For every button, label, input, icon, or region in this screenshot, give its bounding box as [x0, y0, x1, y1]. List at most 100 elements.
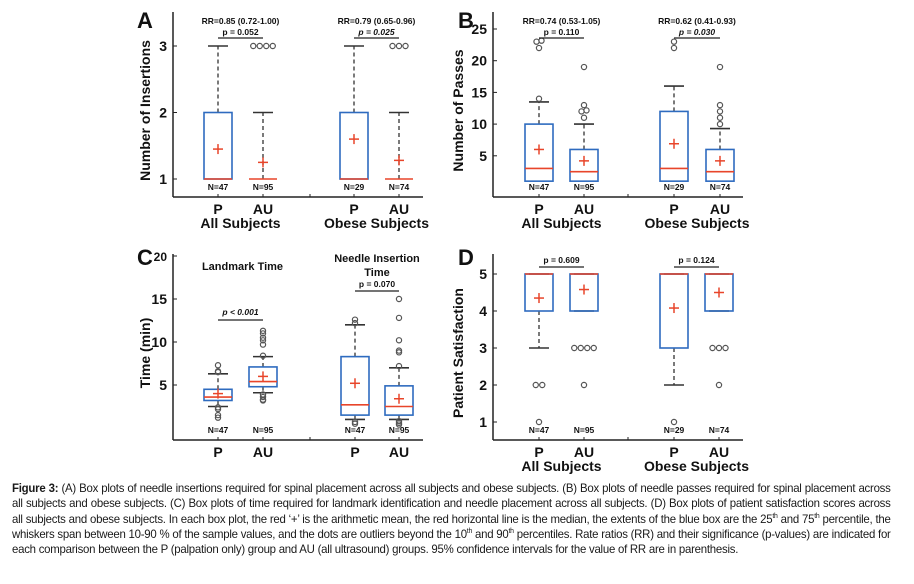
iqr-box — [659, 110, 689, 182]
outlier-point — [670, 44, 678, 52]
category-label: P — [213, 201, 222, 217]
outlier-point — [214, 404, 222, 411]
p-value-label: p = 0.052 — [222, 27, 258, 37]
caption-text-0: (A) Box plots of needle insertions requi… — [12, 482, 891, 526]
y-tick-label: 2 — [479, 377, 487, 393]
outlier-point — [214, 411, 222, 419]
outlier-point — [709, 344, 716, 352]
outlier-point — [590, 344, 597, 352]
outlier-point — [263, 42, 270, 50]
outlier-point — [716, 101, 724, 109]
iqr-box — [524, 123, 554, 182]
y-tick-label: 10 — [151, 334, 167, 350]
iqr-box — [339, 111, 369, 180]
caption-text-8: percentiles. Rate ratios (RR) and their … — [12, 527, 891, 557]
outlier-point — [580, 381, 588, 389]
outlier-point — [715, 381, 723, 389]
outlier-point — [538, 37, 545, 44]
sample-size-label: N=95 — [574, 182, 595, 192]
outlier-point — [716, 108, 724, 115]
panel-letter: C — [137, 245, 153, 270]
outlier-point — [539, 381, 546, 389]
y-tick-label: 10 — [471, 116, 487, 132]
rate-ratio-label: RR=0.79 (0.65-0.96) — [338, 16, 416, 26]
outlier-point — [584, 344, 591, 352]
outlier-point — [214, 414, 222, 421]
box-au-group2: N=95 AU — [384, 295, 414, 460]
outlier-point — [259, 393, 267, 401]
sample-size-label: N=29 — [664, 182, 685, 192]
p-value-label: p < 0.001 — [221, 307, 258, 317]
caption-text-4: percentile, the whiskers span between 10… — [12, 512, 891, 541]
outlier-point — [402, 42, 409, 50]
y-tick-label: 5 — [479, 266, 487, 282]
sample-size-label: N=74 — [389, 182, 410, 192]
outlier-point — [395, 417, 403, 425]
outlier-point — [583, 107, 590, 114]
box-p-group2: N=29 P — [659, 38, 689, 217]
outlier-point — [577, 344, 584, 352]
y-tick-label: 1 — [479, 414, 487, 430]
outlier-point — [395, 337, 403, 344]
outlier-point — [532, 381, 539, 389]
outlier-point — [395, 314, 403, 322]
box-au-group2: N=74 AU — [704, 273, 734, 460]
caption-label: Figure 3: — [12, 482, 59, 495]
box-p-group1: N=47 P — [203, 45, 233, 217]
box-au-group2: N=74 AU — [385, 42, 413, 217]
outlier-point — [351, 418, 359, 426]
rate-ratio-label: RR=0.74 (0.53-1.05) — [523, 16, 601, 26]
box-au-group2: N=74 AU — [705, 63, 735, 217]
box-au-group1: N=95 AU — [569, 63, 599, 217]
outlier-point — [259, 352, 267, 359]
group-label: Obese Subjects — [324, 215, 429, 231]
outlier-point — [256, 42, 263, 50]
y-tick-label: 15 — [471, 84, 487, 100]
category-label: AU — [574, 201, 594, 217]
subtitle: Landmark Time — [202, 261, 283, 273]
outlier-point — [269, 42, 276, 50]
iqr-box — [569, 148, 599, 182]
sample-size-label: N=95 — [389, 425, 410, 435]
panel-a: A 1 2 3 Number of Insertions N=47 P N=95 AU N=29 P… — [137, 8, 429, 231]
group-label: Obese Subjects — [644, 215, 749, 231]
y-tick-label: 2 — [159, 105, 167, 121]
y-axis-label: Number of Passes — [450, 49, 466, 171]
outlier-point — [535, 95, 543, 102]
caption-text-2: and 75 — [777, 512, 815, 526]
category-label: AU — [253, 444, 273, 460]
category-label: P — [669, 201, 678, 217]
outlier-point — [578, 108, 585, 115]
y-axis-label: Number of Insertions — [137, 40, 153, 181]
caption-sup-3: th — [814, 512, 820, 520]
rate-ratio-label: RR=0.62 (0.41-0.93) — [658, 16, 736, 26]
sample-size-label: N=74 — [709, 425, 730, 435]
outlier-point — [351, 319, 359, 327]
outlier-point — [214, 362, 222, 369]
p-value-label: p = 0.110 — [544, 27, 580, 37]
subtitle: Needle Insertion — [334, 253, 420, 265]
caption-text-6: and 90 — [472, 527, 509, 541]
sample-size-label: N=47 — [345, 425, 366, 435]
category-label: P — [349, 201, 358, 217]
y-tick-label: 20 — [154, 250, 168, 264]
outlier-point — [716, 114, 724, 121]
y-tick-label: 25 — [471, 21, 487, 37]
outlier-point — [533, 38, 540, 45]
sample-size-label: N=47 — [529, 182, 550, 192]
panel-letter: B — [458, 8, 474, 33]
outlier-point — [214, 368, 222, 375]
sample-size-label: N=95 — [253, 425, 274, 435]
outlier-point — [259, 391, 267, 398]
outlier-point — [716, 63, 724, 71]
box-au-group1: N=95 AU — [569, 273, 599, 460]
outlier-point — [250, 42, 257, 50]
panel-c: C 5 10 15 20 Time (min) N=47 P N=95 AU N=47 P N=95 AU… — [137, 245, 423, 460]
category-label: AU — [709, 444, 729, 460]
box-p-group2: N=29 P — [659, 273, 689, 460]
category-label: AU — [389, 444, 409, 460]
sample-size-label: N=29 — [344, 182, 365, 192]
category-label: AU — [253, 201, 273, 217]
figure-caption: Figure 3: (A) Box plots of needle insert… — [12, 481, 891, 557]
sample-size-label: N=95 — [253, 182, 274, 192]
